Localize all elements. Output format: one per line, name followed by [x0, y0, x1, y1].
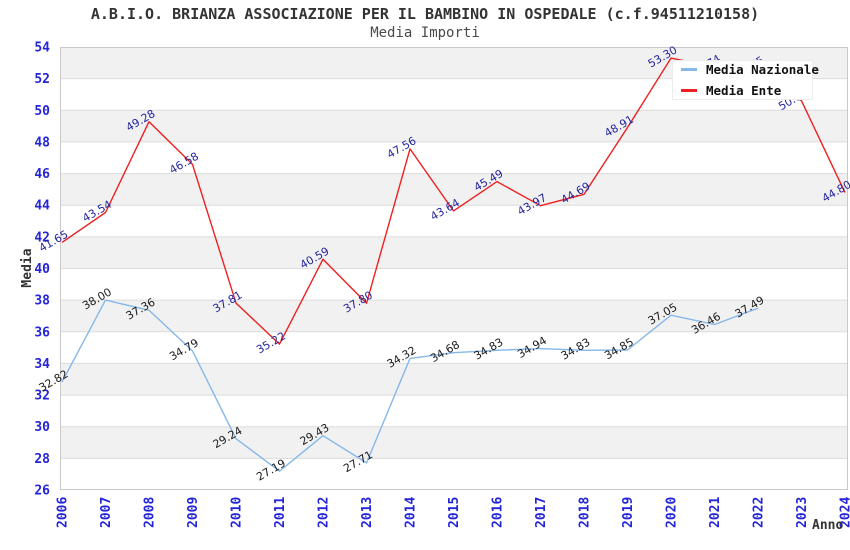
x-tick-label: 2008	[143, 497, 158, 528]
stripe-band	[60, 458, 848, 490]
x-tick-label: 2021	[708, 497, 723, 528]
y-tick-label: 30	[34, 420, 50, 435]
stripe-band	[60, 363, 848, 396]
x-tick-label: 2017	[534, 497, 549, 528]
y-tick-label: 52	[34, 72, 50, 87]
stripe-band	[60, 426, 848, 459]
stripe-band	[60, 236, 848, 269]
plot-border	[60, 47, 848, 490]
stripe-band	[60, 268, 848, 301]
x-tick-label: 2015	[447, 497, 462, 528]
legend: Media Nazionale Media Ente	[672, 60, 819, 100]
x-tick-label: 2012	[317, 497, 332, 528]
stripe-band	[60, 173, 848, 206]
x-tick-label: 2024	[839, 497, 850, 528]
y-tick-label: 50	[34, 104, 50, 119]
chart-subtitle: Media Importi	[370, 25, 480, 41]
x-tick-label: 2007	[99, 497, 114, 528]
chart-title: A.B.I.O. BRIANZA ASSOCIAZIONE PER IL BAM…	[90, 5, 760, 23]
x-tick-label: 2010	[230, 497, 245, 528]
legend-label-media-ente: Media Ente	[706, 83, 782, 98]
y-tick-label: 44	[34, 199, 50, 214]
x-tick-label: 2009	[186, 497, 201, 528]
y-tick-label: 32	[34, 389, 50, 404]
x-axis-title: Anno	[812, 518, 843, 533]
x-tick-label: 2022	[752, 497, 767, 528]
x-tick-label: 2006	[56, 497, 71, 528]
y-tick-label: 34	[34, 357, 50, 372]
legend-item-media-nazionale: Media Nazionale	[681, 62, 819, 77]
x-tick-label: 2020	[665, 497, 680, 528]
x-tick-label: 2018	[578, 497, 593, 528]
plot-generated-content: 26 28 30 32 34 36 38 40 42 44 46 48 50 52 54 2006 2007 20…	[34, 41, 850, 529]
y-tick-label: 46	[34, 167, 50, 182]
stripe-band	[60, 300, 848, 332]
stripe-band	[60, 141, 848, 174]
x-tick-label: 2013	[360, 497, 375, 528]
x-tick-label: 2011	[273, 497, 288, 528]
stripe-band	[60, 110, 848, 142]
ente-line-swatch-icon	[681, 89, 697, 92]
x-tick-label: 2019	[621, 497, 636, 528]
legend-item-media-ente: Media Ente	[681, 83, 804, 98]
x-tick-label: 2016	[491, 497, 506, 528]
y-tick-label: 28	[34, 452, 50, 467]
x-tick-label: 2023	[795, 497, 810, 528]
nazionale-line-swatch-icon	[681, 68, 697, 71]
series-line-media-nazionale	[61, 299, 759, 472]
stripe-band	[60, 331, 848, 364]
stripe-band	[60, 395, 848, 427]
y-axis-title: Media	[20, 248, 35, 287]
y-tick-label: 42	[34, 230, 50, 245]
y-tick-label: 40	[34, 262, 50, 277]
x-tick-label: 2014	[404, 497, 419, 528]
y-tick-label: 48	[34, 135, 50, 150]
y-tick-label: 54	[34, 41, 50, 56]
legend-label-media-nazionale: Media Nazionale	[706, 62, 819, 77]
y-tick-label: 26	[34, 484, 50, 499]
y-tick-label: 36	[34, 325, 50, 340]
y-tick-label: 38	[34, 294, 50, 309]
